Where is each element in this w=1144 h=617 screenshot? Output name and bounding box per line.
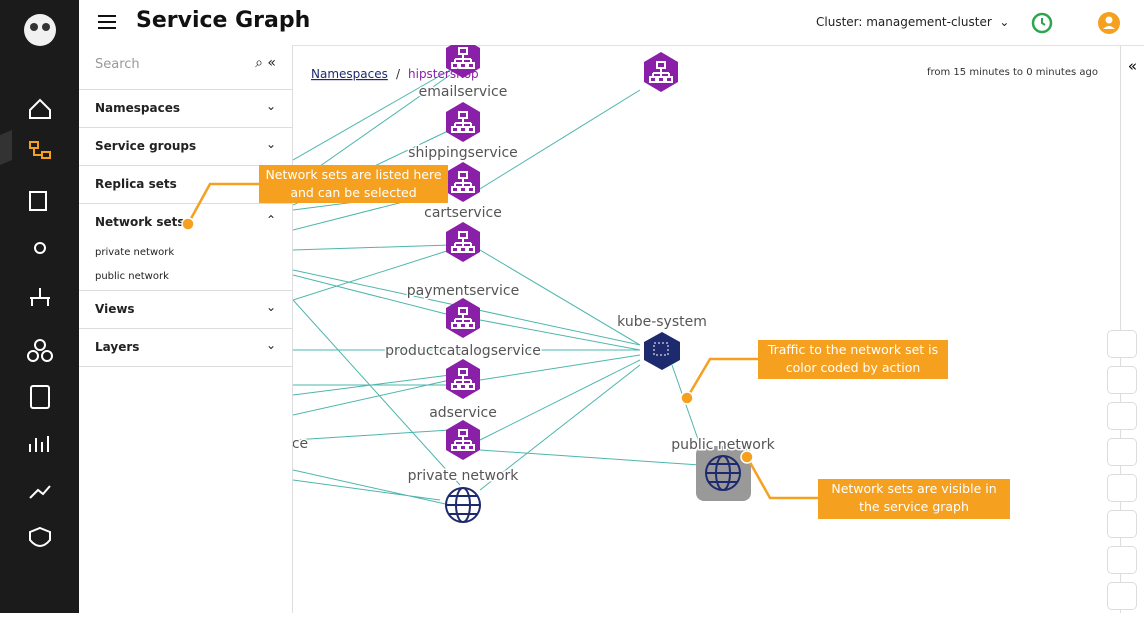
search-box[interactable]: Search ⌕ « <box>79 45 292 90</box>
time-range[interactable]: from 15 minutes to 0 minutes ago <box>927 67 1098 78</box>
toolbar-button[interactable] <box>1107 330 1137 358</box>
nav-sidebar <box>0 0 79 613</box>
search-placeholder: Search <box>95 57 140 72</box>
top-bar <box>79 0 1144 46</box>
section[interactable]: Namespaces ⌄ <box>79 89 292 128</box>
section[interactable]: Service groups ⌄ <box>79 127 292 166</box>
section[interactable]: Network sets ⌃ private network public net… <box>79 203 292 291</box>
node-label[interactable]: private network <box>406 467 521 486</box>
node-label[interactable]: productcatalogservice <box>384 342 543 361</box>
callout: Network sets are listed here and can be … <box>259 165 448 203</box>
menu-button[interactable] <box>96 13 118 31</box>
breadcrumb-root[interactable]: Namespaces <box>311 67 388 81</box>
cluster-label: Cluster: management-cluster <box>816 15 992 29</box>
callout: Traffic to the network set is color code… <box>758 340 948 379</box>
collapse-button[interactable]: « <box>1120 45 1144 613</box>
section-label: Replica sets <box>95 177 177 191</box>
toolbar-button[interactable] <box>1107 582 1137 610</box>
filter-panel: Search ⌕ « Namespaces ⌄ Service groups ⌄ Re… <box>79 45 293 613</box>
toolbar-button[interactable] <box>1107 474 1137 502</box>
section-label: Service groups <box>95 139 197 153</box>
cluster-selector[interactable]: Cluster: management-cluster ⌄ <box>816 15 1010 29</box>
node-label[interactable]: paymentservice <box>405 282 521 301</box>
service-graph: emailservice shippingservice cartservice… <box>293 45 1098 523</box>
toolbar-button[interactable] <box>1107 510 1137 538</box>
section[interactable]: Replica sets <box>79 165 292 204</box>
node-label[interactable]: shippingservice <box>407 144 520 163</box>
toolbar-button[interactable] <box>1107 402 1137 430</box>
section-label: Views <box>95 302 135 316</box>
breadcrumb-current: hipstershop <box>408 67 479 81</box>
section-label: Network sets <box>95 215 185 229</box>
section-label: Layers <box>95 340 140 354</box>
toolbar-button[interactable] <box>1107 546 1137 574</box>
node-label[interactable]: public network <box>670 436 777 455</box>
toolbar-button[interactable] <box>1107 366 1137 394</box>
breadcrumb-separator: / <box>396 67 401 81</box>
section[interactable]: Views ⌄ <box>79 290 292 329</box>
network-set-item[interactable]: public network <box>95 271 169 282</box>
callout: Network sets are visible in the service … <box>818 479 1010 519</box>
section-label: Namespaces <box>95 101 181 115</box>
node-label[interactable]: kube-system <box>616 313 709 332</box>
nav-icons <box>0 14 56 547</box>
page-title: Service Graph <box>136 8 311 33</box>
network-set-item[interactable]: private network <box>95 247 175 258</box>
node-label[interactable]: cartservice <box>423 204 504 223</box>
section[interactable]: Layers ⌄ <box>79 328 292 367</box>
node-label[interactable]: emailservice <box>417 83 509 102</box>
user-icon[interactable] <box>1096 10 1124 36</box>
history-icon[interactable] <box>1029 10 1059 36</box>
toolbar-button[interactable] <box>1107 438 1137 466</box>
node-label[interactable]: adservice <box>428 404 499 423</box>
node-label[interactable]: ce <box>293 435 310 454</box>
